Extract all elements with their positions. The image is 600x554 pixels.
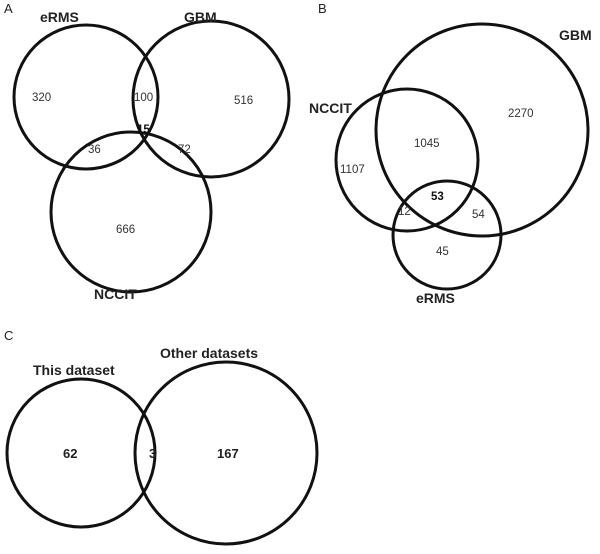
circle-erms-a (12, 23, 160, 171)
circle-gbm-a (131, 19, 291, 179)
region-nccit-only-a: 666 (116, 224, 135, 236)
circle-gbm-b (374, 22, 590, 238)
region-erms-only-a: 320 (32, 92, 51, 104)
region-this-only: 62 (63, 446, 77, 461)
region-all-three-a: 15 (137, 124, 150, 136)
set-label-this-dataset: This dataset (33, 362, 115, 378)
set-label-nccit-a: NCCIT (94, 286, 137, 302)
region-gbm-only-b: 2270 (508, 108, 534, 120)
circle-erms-b (391, 179, 503, 291)
region-nccit-only-b: 1107 (340, 164, 365, 176)
region-nccit-erms-b: 12 (398, 206, 411, 218)
region-other-only: 167 (217, 446, 239, 461)
region-all-three-b: 53 (431, 191, 444, 203)
panel-c-letter: C (4, 328, 13, 343)
panel-b-letter: B (318, 1, 327, 16)
region-gbm-only-a: 516 (234, 95, 253, 107)
set-label-erms-b: eRMS (416, 290, 455, 306)
region-erms-nccit-a: 36 (88, 144, 101, 156)
region-nccit-gbm-b: 1045 (414, 138, 440, 150)
set-label-erms-a: eRMS (40, 9, 79, 25)
circle-this-dataset (5, 377, 157, 529)
circle-nccit-b (334, 87, 480, 233)
set-label-gbm-b: GBM (559, 27, 592, 43)
set-label-nccit-b: NCCIT (309, 100, 352, 116)
panel-a-letter: A (4, 1, 13, 16)
panel-c: C This dataset Other datasets 62 3 167 (4, 328, 319, 546)
set-label-gbm-a: GBM (184, 9, 217, 25)
circle-other-datasets (133, 360, 319, 546)
region-erms-gbm-a: 100 (134, 92, 153, 104)
region-overlap-c: 3 (149, 446, 156, 461)
set-label-other-datasets: Other datasets (160, 345, 258, 361)
circle-nccit-a (49, 130, 213, 294)
region-gbm-erms-b: 54 (472, 209, 485, 221)
region-gbm-nccit-a: 72 (178, 144, 191, 156)
panel-b: B GBM NCCIT eRMS 2270 1045 1107 53 12 54… (309, 1, 592, 306)
panel-a: A eRMS GBM NCCIT 320 100 516 15 36 72 66… (4, 1, 291, 302)
region-erms-only-b: 45 (436, 246, 449, 258)
